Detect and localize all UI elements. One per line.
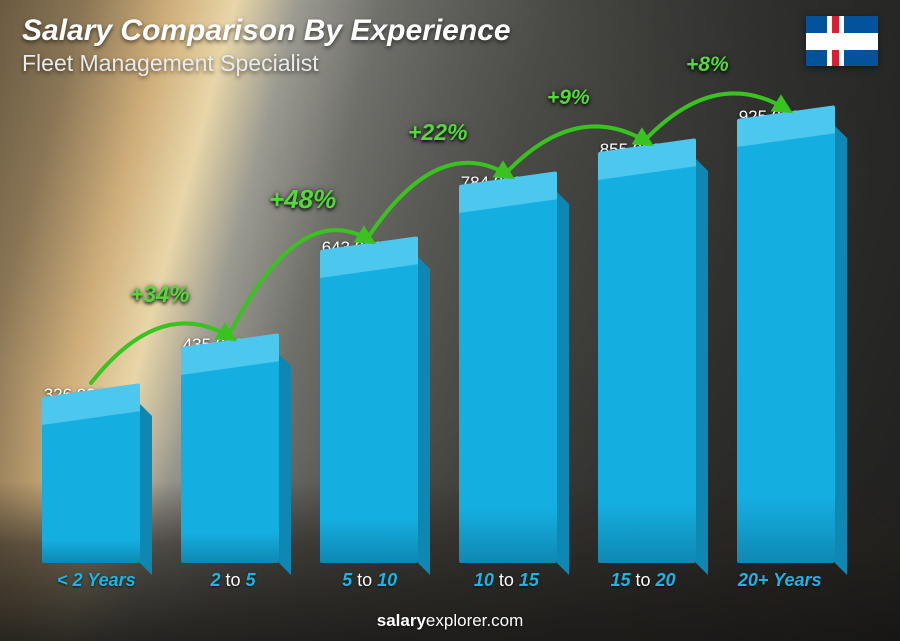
bar-chart: 326,000 ISK435,000 ISK643,000 ISK784,000…	[28, 105, 848, 585]
increase-pct-label: +48%	[269, 184, 336, 215]
bar-0: 326,000 ISK	[28, 385, 153, 563]
bar-shape	[459, 199, 557, 563]
bar-shape	[737, 133, 835, 563]
category-label: 5 to 10	[301, 570, 438, 591]
bars-container: 326,000 ISK435,000 ISK643,000 ISK784,000…	[28, 105, 848, 563]
bar-shape	[598, 166, 696, 563]
bar-4: 855,000 ISK	[584, 140, 709, 563]
bar-1: 435,000 ISK	[167, 335, 292, 563]
categories-container: < 2 Years2 to 55 to 1010 to 1515 to 2020…	[28, 570, 848, 591]
bar-3: 784,000 ISK	[445, 173, 570, 563]
increase-pct-label: +9%	[547, 86, 590, 110]
category-label: 2 to 5	[165, 570, 302, 591]
bar-shape	[42, 411, 140, 563]
category-label: < 2 Years	[28, 570, 165, 591]
page-title: Salary Comparison By Experience	[22, 14, 511, 48]
bar-shape	[320, 264, 418, 563]
increase-pct-label: +22%	[408, 119, 467, 146]
bar-2: 643,000 ISK	[306, 238, 431, 563]
category-label: 10 to 15	[438, 570, 575, 591]
increase-pct-label: +8%	[686, 53, 729, 77]
bar-shape	[181, 361, 279, 563]
flag-icon	[806, 16, 878, 66]
category-label: 20+ Years	[711, 570, 848, 591]
footer-brand: salaryexplorer.com	[0, 611, 900, 631]
footer-rest: explorer.com	[426, 611, 523, 630]
page-subtitle: Fleet Management Specialist	[22, 50, 511, 77]
footer-bold: salary	[377, 611, 426, 630]
header: Salary Comparison By Experience Fleet Ma…	[22, 14, 511, 77]
category-label: 15 to 20	[575, 570, 712, 591]
increase-pct-label: +34%	[130, 281, 189, 308]
bar-5: 925,000 ISK	[723, 107, 848, 563]
